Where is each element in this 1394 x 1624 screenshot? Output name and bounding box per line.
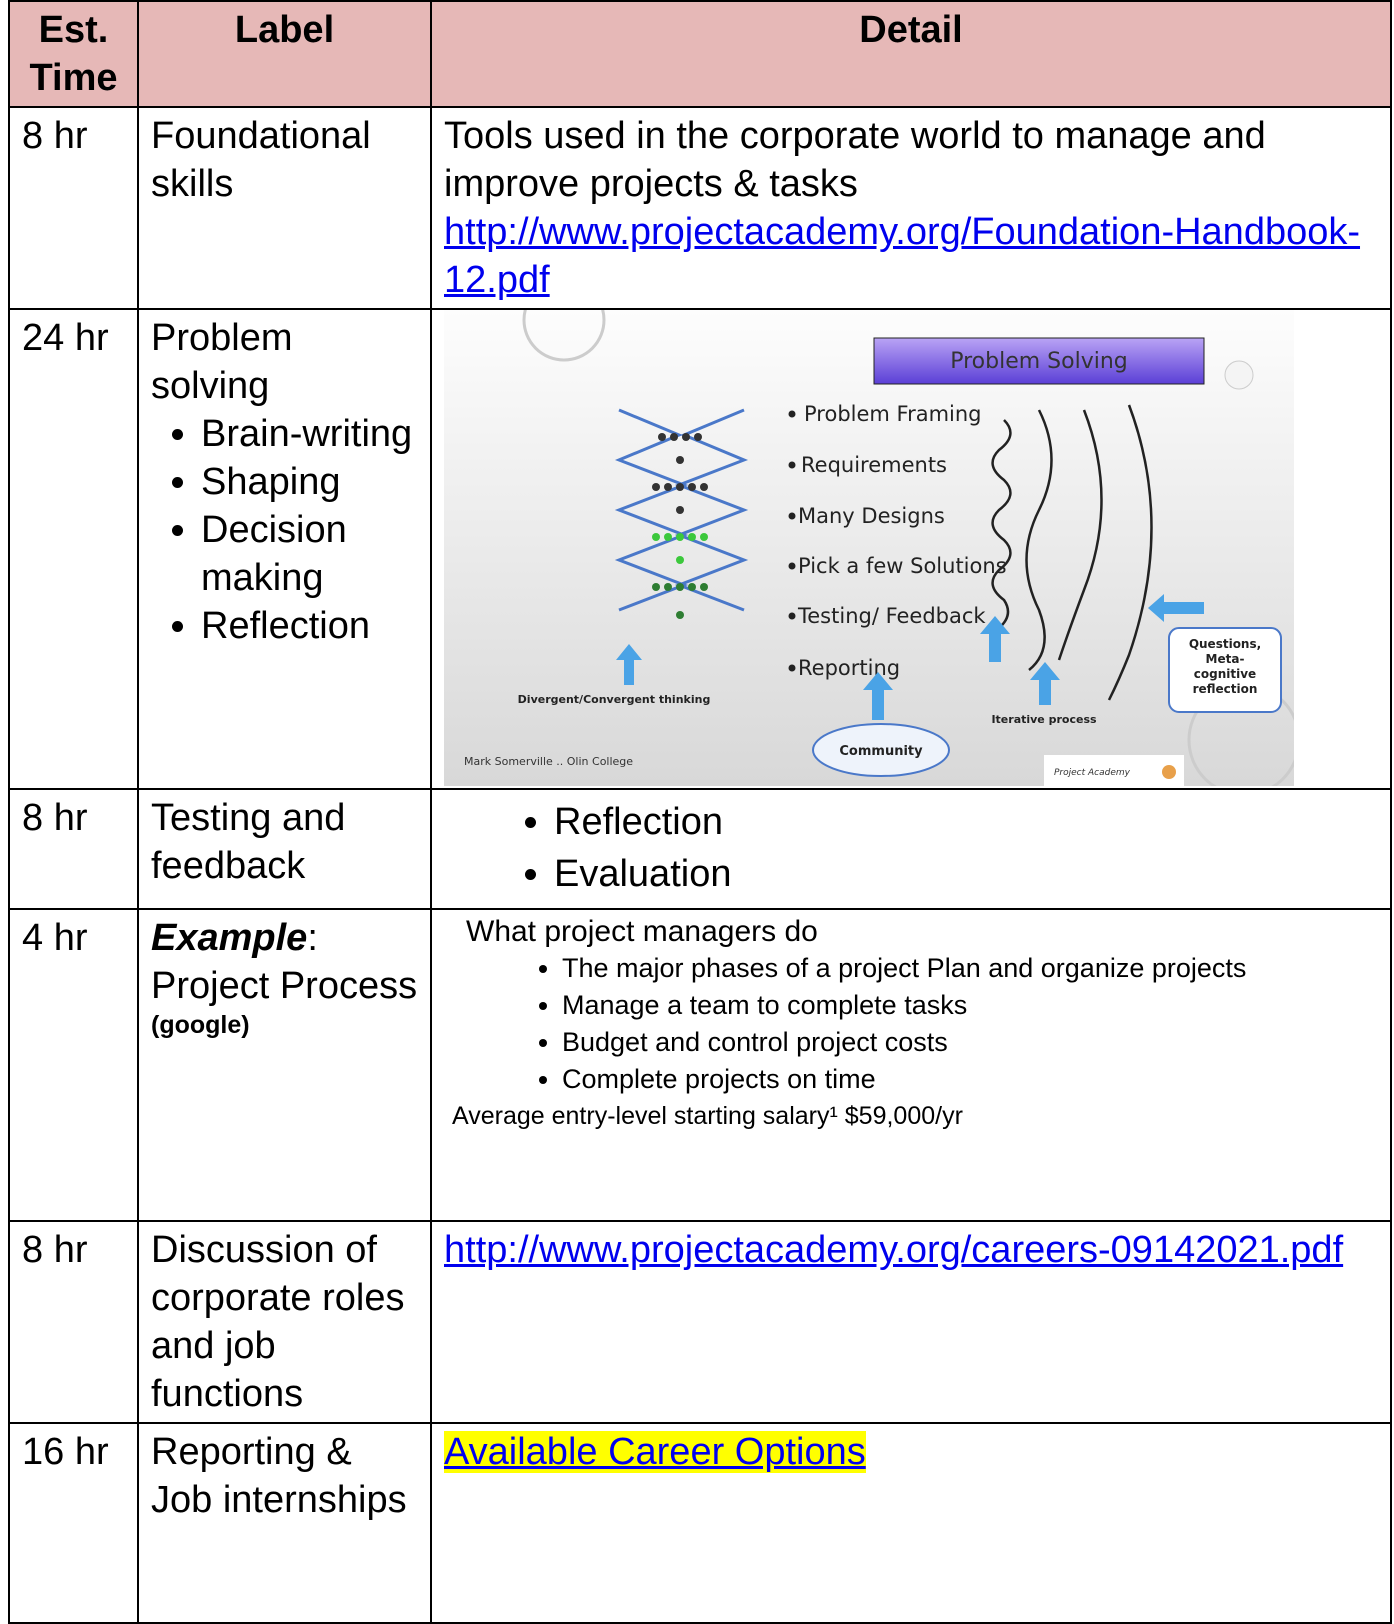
detail-heading: What project managers do [466,915,818,948]
arrow-left [1148,594,1204,622]
slide-bg [444,310,1294,786]
bullet: The major phases of a project Plan and o… [562,950,1378,987]
detail: What project managers do The major phase… [430,908,1392,1222]
bullet-list: The major phases of a project Plan and o… [452,950,1378,1098]
step: Many Designs [798,504,945,528]
link[interactable]: http://www.projectacademy.org/careers-09… [444,1229,1344,1271]
row: 24 hr Problem solving Brain-writing Shap… [8,308,1392,790]
credit: Mark Somerville .. Olin College [464,755,633,768]
link[interactable]: Available Career Options [444,1431,866,1473]
header-cell: Est. Time [8,0,139,108]
row: 8 hr Testing and feedback Reflection Eva… [8,788,1392,910]
community-ellipse [812,723,950,777]
bullet-list: Reflection Evaluation [444,796,1378,900]
detail: Reflection Evaluation [430,788,1392,910]
step: Pick a few Solutions [798,554,1007,578]
label: Testing and feedback [137,788,432,910]
iteration-arrows [991,404,1153,701]
questions-box [1168,627,1282,713]
bullet-list: Brain-writing Shaping Decision making Re… [151,410,418,650]
detail: Problem Solving Divergent/Convergent thi… [430,308,1392,790]
bullet: Manage a team to complete tasks [562,987,1378,1024]
bubble [1224,360,1254,390]
time: 4 hr [8,908,139,1222]
step: Reporting [798,656,900,680]
header-cell: Label [137,0,432,108]
slide: Problem Solving Divergent/Convergent thi… [444,310,1294,786]
label-note: (google) [151,1011,250,1039]
header-cell: Detail [430,0,1392,108]
zigzag [674,408,749,612]
label: Reporting & Job internships [137,1422,432,1624]
page: Est. Time Label Detail 8 hr Foundational… [0,0,1394,1558]
step: Testing/ Feedback [797,604,986,628]
label: Foundational skills [137,106,432,310]
caption: Iterative process [991,713,1097,726]
title-box [873,337,1205,385]
row: 8 hr Foundational skills Tools used in t… [8,106,1392,310]
bullet: Reflection [554,796,1378,848]
caption: Community [839,744,923,759]
arrow-up [616,644,642,685]
dots [652,533,708,564]
link[interactable]: http://www.projectacademy.org/Foundation… [444,211,1361,301]
slide-title: Problem Solving [950,349,1128,374]
dots [652,583,708,619]
label: Problem solving Brain-writing Shaping De… [137,308,432,790]
label-text: Project Process [151,965,418,1007]
bullet: Reflection [201,602,418,650]
step: Problem Framing [804,402,982,426]
detail-text: Tools used in the corporate world to man… [444,115,1266,205]
header-row: Est. Time Label Detail [8,0,1392,108]
bullet: Complete projects on time [562,1061,1378,1098]
questions-line: Questions, [1189,637,1261,651]
label: Example: Project Process (google) [137,908,432,1222]
steps: Problem Framing Requirements Many Design… [788,402,1007,680]
bullet: Evaluation [554,848,1378,900]
label: Discussion of corporate roles and job fu… [137,1220,432,1424]
schedule-table: Est. Time Label Detail 8 hr Foundational… [8,0,1392,1624]
label-emphasis: Example [151,917,308,959]
detail: Tools used in the corporate world to man… [430,106,1392,310]
bullet: Brain-writing [201,410,418,458]
bullet: Shaping [201,458,418,506]
time: 24 hr [8,308,139,790]
time: 8 hr [8,106,139,310]
questions: Questions, Meta- cognitive reflection [1189,637,1261,696]
questions-line: cognitive [1194,667,1256,681]
row: 16 hr Reporting & Job internships Availa… [8,1422,1392,1624]
zigzag [614,408,689,612]
detail: http://www.projectacademy.org/careers-09… [430,1220,1392,1424]
label-colon: : [307,917,318,959]
detail: Available Career Options [430,1422,1392,1624]
label-text: Example: [151,914,418,962]
time: 16 hr [8,1422,139,1624]
bubble [522,310,606,362]
bullet: Budget and control project costs [562,1024,1378,1061]
arrow-up [1030,662,1060,705]
brand-logo [1162,765,1176,779]
dots [652,433,708,514]
caption: Divergent/Convergent thinking [518,693,711,706]
time: 8 hr [8,1220,139,1424]
row: 8 hr Discussion of corporate roles and j… [8,1220,1392,1424]
arrow-up [980,616,1010,662]
bullet: Decision making [201,506,418,602]
arrow-up [863,672,893,720]
step: Requirements [801,453,947,477]
brand-box [1044,755,1184,786]
row: 4 hr Example: Project Process (google) W… [8,908,1392,1222]
label-text: Problem solving [151,317,293,407]
questions-line: Meta- [1206,652,1245,666]
questions-line: reflection [1193,682,1258,696]
time: 8 hr [8,788,139,910]
brand: Project Academy [1054,768,1131,778]
detail-footer: Average entry-level starting salary¹ $59… [452,1102,963,1130]
